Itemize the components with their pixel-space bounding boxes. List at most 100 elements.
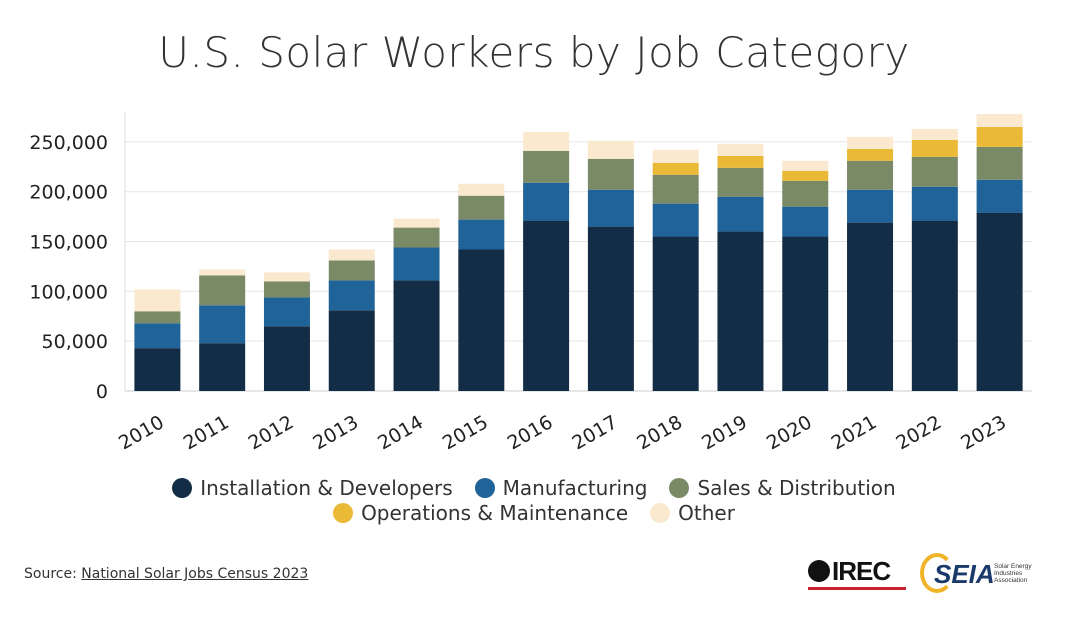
bar-segment — [523, 220, 570, 391]
bar-segment — [458, 249, 505, 391]
bar-segment — [393, 247, 440, 281]
bar-segment — [393, 227, 440, 248]
bar-segment — [328, 249, 375, 261]
bar-segment — [782, 160, 829, 171]
x-tick-label: 2019 — [698, 411, 751, 454]
bar-segment — [847, 148, 894, 161]
bar-segment — [199, 343, 246, 391]
bar-segment — [847, 189, 894, 223]
bar-segment — [134, 311, 181, 324]
seia-sun-arc-icon — [920, 553, 954, 593]
bar-segment — [134, 289, 181, 312]
bar-segment — [328, 260, 375, 281]
bar-segment — [847, 222, 894, 391]
chart-plot: 0 50,000 100,000 150,000 200,000 250,000 2010 2… — [29, 112, 1032, 455]
bar-segment — [587, 189, 634, 227]
bar-segment — [911, 128, 958, 140]
chart-title: U.S. Solar Workers by Job Category — [158, 28, 910, 77]
bar-segment — [587, 140, 634, 159]
irec-logo: IREC — [808, 556, 906, 592]
legend-row-1: Installation & Developers Manufacturing … — [0, 476, 1068, 500]
irec-underline — [808, 587, 906, 590]
bar-segment — [782, 206, 829, 237]
bar-segment — [717, 155, 764, 168]
bar-segment — [976, 113, 1023, 127]
bar-segment — [263, 297, 310, 327]
bar-segment — [847, 160, 894, 190]
bar-segment — [263, 326, 310, 391]
x-tick-label: 2014 — [374, 411, 427, 454]
legend-swatch-manufacturing — [474, 478, 495, 498]
source-note: Source: National Solar Jobs Census 2023 — [24, 566, 308, 582]
bar-segment — [587, 226, 634, 391]
legend-item-installation: Installation & Developers — [172, 476, 453, 500]
irec-circle-icon — [808, 560, 830, 582]
bar-segment — [458, 183, 505, 196]
bar-segment — [976, 212, 1023, 391]
legend-label-sales: Sales & Distribution — [697, 476, 896, 500]
bar-segment — [652, 236, 699, 391]
bar-segment — [652, 174, 699, 204]
bar-segment — [976, 179, 1023, 213]
x-tick-label: 2016 — [504, 411, 557, 454]
bar-segment — [199, 275, 246, 306]
x-tick-label: 2015 — [439, 411, 492, 454]
bar-segment — [652, 203, 699, 237]
bar-segment — [393, 218, 440, 228]
legend-swatch-operations — [333, 503, 354, 523]
y-tick-label: 50,000 — [42, 331, 108, 353]
legend-label-installation: Installation & Developers — [200, 476, 453, 500]
x-tick-label: 2018 — [633, 411, 686, 454]
seia-logo-subtitle: Solar Energy Industries Association — [994, 563, 1032, 584]
legend-swatch-other — [650, 503, 671, 523]
bar-segment — [523, 150, 570, 183]
bar-segment — [717, 143, 764, 156]
bar-segment — [976, 126, 1023, 147]
y-tick-label: 200,000 — [29, 182, 108, 204]
x-tick-label: 2020 — [763, 411, 816, 454]
bar-segment — [134, 323, 181, 349]
y-tick-label: 250,000 — [29, 132, 108, 154]
y-tick-label: 0 — [96, 381, 108, 403]
bar-segment — [911, 156, 958, 187]
legend-label-other: Other — [678, 501, 735, 525]
bar-segment — [911, 139, 958, 157]
y-tick-label: 150,000 — [29, 232, 108, 254]
bar-segment — [458, 219, 505, 250]
x-tick-label: 2013 — [309, 411, 362, 454]
bar-segment — [717, 196, 764, 232]
bar-segment — [328, 310, 375, 391]
x-tick-label: 2010 — [115, 411, 168, 454]
bar-segment — [976, 146, 1023, 180]
legend-item-sales: Sales & Distribution — [669, 476, 896, 500]
legend-item-other: Other — [650, 501, 735, 525]
bar-segment — [847, 136, 894, 149]
x-tick-label: 2023 — [957, 411, 1010, 454]
bar-segment — [717, 231, 764, 391]
x-tick-label: 2012 — [245, 411, 298, 454]
bar-segment — [652, 149, 699, 163]
bar-segment — [199, 305, 246, 344]
legend-label-operations: Operations & Maintenance — [361, 501, 629, 525]
legend-swatch-installation — [172, 478, 193, 498]
seia-logo: SEIA Solar Energy Industries Association — [920, 553, 1040, 595]
bar-segment — [134, 348, 181, 391]
bar-segment — [717, 167, 764, 197]
x-tick-label: 2021 — [828, 411, 881, 454]
bar-segment — [782, 236, 829, 391]
bar-segment — [263, 272, 310, 282]
irec-logo-text: IREC — [832, 556, 891, 586]
bar-segment — [911, 186, 958, 221]
legend-row-2: Operations & Maintenance Other — [0, 501, 1068, 525]
bar-segment — [782, 170, 829, 181]
source-link[interactable]: National Solar Jobs Census 2023 — [81, 566, 309, 582]
bar-segment — [652, 162, 699, 175]
legend-label-manufacturing: Manufacturing — [502, 476, 648, 500]
legend-item-operations: Operations & Maintenance — [333, 501, 628, 525]
seia-logo-text: SEIA — [934, 559, 995, 589]
bar-segment — [782, 180, 829, 207]
x-tick-label: 2022 — [892, 411, 945, 454]
x-tick-label: 2011 — [180, 411, 233, 454]
bar-segment — [458, 195, 505, 220]
legend-swatch-sales — [669, 478, 690, 498]
